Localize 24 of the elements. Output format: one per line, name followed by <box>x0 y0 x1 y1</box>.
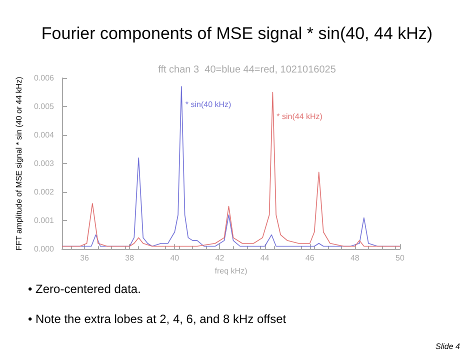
x-tick-label: 48 <box>350 254 360 263</box>
x-tick-label: 50 <box>396 254 405 263</box>
y-tick-label: 0.003 <box>34 159 55 168</box>
y-tick-label: 0.001 <box>34 216 55 226</box>
y-tick-label: 0.004 <box>34 130 55 140</box>
y-axis-title: FFT amplitude of MSE signal * sin (40 or 44 kHz) <box>14 76 24 250</box>
chart-subtitle: fft chan 3 40=blue 44=red, 1021016025 <box>158 64 336 76</box>
text: • Zero-centered data. <box>28 282 142 296</box>
x-tick-label: 36 <box>80 254 90 263</box>
annotation: * sin(40 kHz) <box>185 100 232 110</box>
y-tick-label: 0.005 <box>34 102 55 112</box>
x-tick-label: 44 <box>260 254 270 263</box>
y-tick-label: 0.000 <box>34 244 55 254</box>
x-tick-label: 38 <box>125 254 135 263</box>
x-tick-label: 40 <box>170 254 180 263</box>
annotation: * sin(44 kHz) <box>276 112 323 121</box>
chart-title: Fourier components of MSE signal * sin(40, 44 kHz) <box>40 24 434 44</box>
x-axis-title: freq kHz) <box>214 266 248 276</box>
y-tick-label: 0.002 <box>34 188 55 197</box>
x-tick-label: 42 <box>215 254 225 263</box>
y-tick-label: 0.006 <box>34 74 55 82</box>
x-tick-label: 46 <box>305 254 315 263</box>
text: • Note the extra lobes at 2, 4, 6, and 8 kHz offset <box>28 312 286 326</box>
text: Slide 4 <box>436 342 460 351</box>
